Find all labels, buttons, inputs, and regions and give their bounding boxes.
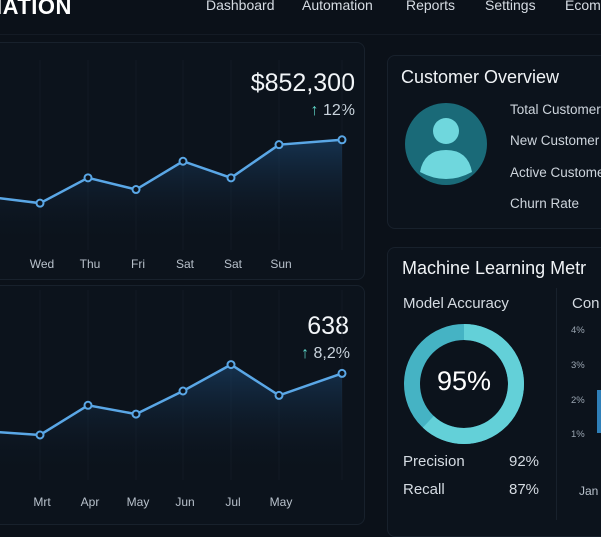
- data-point: [35, 430, 45, 440]
- y-tick: 2%: [571, 395, 585, 406]
- y-tick: 3%: [571, 360, 585, 371]
- new-customers-label: New Customer: [510, 133, 600, 148]
- orders-delta-value: 8,2%: [313, 345, 350, 362]
- churn-rate-label: Churn Rate: [510, 196, 580, 211]
- precision-label: Precision: [403, 453, 465, 470]
- user-avatar-icon: [405, 103, 487, 185]
- x-axis-label: Sat: [223, 257, 243, 271]
- total-customers-label: Total Customer: [510, 102, 601, 117]
- x-axis-label: May: [269, 495, 293, 509]
- x-axis-label: Thu: [79, 257, 101, 271]
- nav-settings[interactable]: Settings: [485, 0, 536, 13]
- conversion-bar: [597, 390, 601, 433]
- arrow-up-icon: ↑: [310, 102, 319, 119]
- header-divider: [0, 34, 601, 35]
- ml-metrics-card: [387, 247, 601, 537]
- revenue-value: $852,300: [250, 69, 355, 97]
- x-axis-label: Jun: [175, 495, 195, 509]
- x-axis-label: Wed: [29, 257, 55, 271]
- orders-chart: [0, 290, 347, 480]
- data-point: [337, 135, 347, 145]
- series-line: [0, 363, 343, 437]
- nav-reports[interactable]: Reports: [406, 0, 456, 13]
- x-axis-label: Apr: [80, 495, 100, 509]
- data-point: [226, 173, 236, 183]
- x-axis-label: Sat: [175, 257, 195, 271]
- data-point: [337, 368, 347, 378]
- data-point: [226, 360, 236, 370]
- app-logo: IATION: [0, 0, 72, 19]
- y-tick: 1%: [571, 429, 585, 440]
- x-axis-label: Mrt: [33, 495, 51, 509]
- arrow-up-icon: ↑: [301, 345, 310, 362]
- data-point: [178, 386, 188, 396]
- data-point: [178, 156, 188, 166]
- data-point: [274, 390, 284, 400]
- x-axis-label: May: [126, 495, 150, 509]
- customer-overview-title: Customer Overview: [401, 67, 560, 87]
- data-point: [131, 185, 141, 195]
- recall-label: Recall: [403, 481, 445, 498]
- accuracy-value: 95%: [436, 366, 492, 396]
- conversion-title: Con: [572, 295, 600, 312]
- revenue-delta-value: 12%: [322, 102, 355, 119]
- precision-value: 92%: [509, 453, 540, 470]
- data-point: [131, 409, 141, 419]
- accuracy-donut: [404, 324, 524, 444]
- x-axis-label: Jul: [225, 495, 241, 509]
- data-point: [35, 198, 45, 208]
- area-fill: [0, 139, 342, 245]
- data-point: [83, 400, 93, 410]
- y-tick: 4%: [571, 325, 585, 336]
- data-point: [83, 173, 93, 183]
- x-axis-label: Fri: [131, 257, 145, 271]
- ml-metrics-title: Machine Learning Metr: [402, 258, 587, 278]
- nav-ecommerce[interactable]: Ecom: [565, 0, 601, 13]
- orders-delta: ↑ 8,2%: [301, 345, 350, 363]
- ml-divider: [556, 288, 557, 520]
- revenue-delta: ↑ 12%: [311, 102, 355, 120]
- active-customers-label: Active Custome: [510, 165, 601, 180]
- nav-dashboard[interactable]: Dashboard: [206, 0, 275, 13]
- revenue-chart: [0, 60, 347, 250]
- area-fill: [0, 364, 342, 475]
- series-line: [0, 138, 343, 205]
- data-point: [274, 140, 284, 150]
- x-tick: Jan: [579, 484, 599, 498]
- model-accuracy-label: Model Accuracy: [403, 295, 509, 312]
- x-axis-label: Sun: [270, 257, 292, 271]
- recall-value: 87%: [509, 481, 540, 498]
- nav-automation[interactable]: Automation: [302, 0, 373, 13]
